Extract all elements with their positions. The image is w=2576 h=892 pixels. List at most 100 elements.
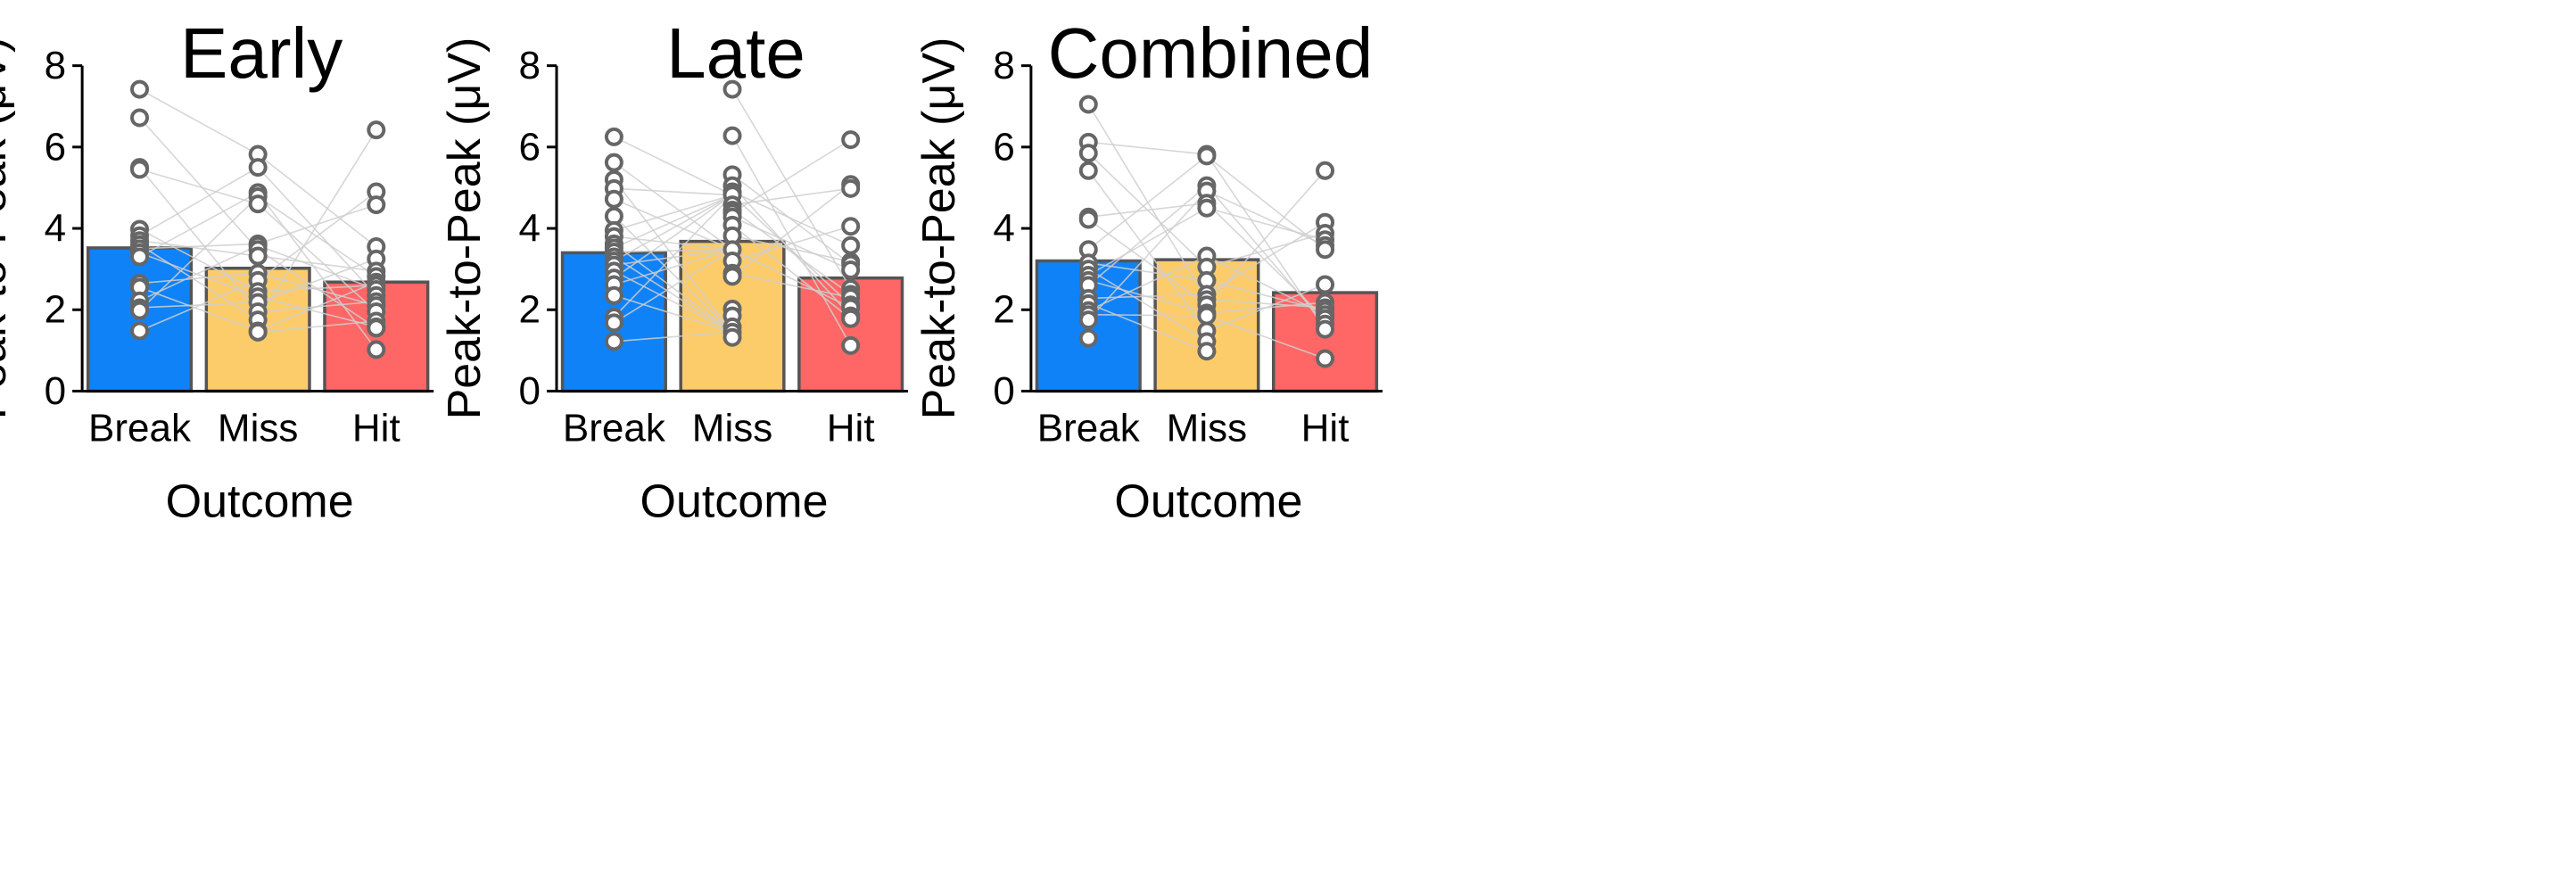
subject-line [138,117,259,251]
subject-line [613,215,733,333]
subject-line [1206,299,1325,309]
data-point [130,108,150,128]
data-point [722,79,742,99]
subject-line [258,255,376,272]
subject-line [1087,155,1208,251]
subject-line [1206,279,1325,311]
y-tick-label: 2 [993,288,1014,332]
data-point [1078,144,1098,163]
panel-late: Late Peak-to-Peak (μV) Outcome 0 2 4 6 8… [439,13,909,527]
subject-line [257,129,377,321]
data-point [1197,342,1217,361]
subject-line [731,174,852,265]
subject-line [257,203,377,313]
data-point [130,301,150,320]
subject-line [613,249,733,324]
panel-early: Early Peak-to-Peak (μV) Outcome 0 2 4 6 … [0,13,434,527]
subject-line [1088,202,1207,219]
subject-line [614,248,733,266]
data-point [604,127,623,146]
y-tick-label: 0 [45,369,66,413]
data-point [130,79,150,99]
data-point [1078,328,1098,348]
y-tick-label: 8 [45,44,66,87]
subject-lines [613,88,852,346]
subject-line [731,184,852,277]
subject-line [613,194,733,262]
chart-title: Early [180,13,343,93]
subject-line [614,136,733,196]
data-point [722,126,742,145]
subject-line [1088,262,1208,282]
subject-line [257,295,376,328]
subject-line [139,192,259,258]
data-point [248,194,268,214]
y-tick-label: 6 [993,125,1014,169]
y-tick-label: 8 [993,44,1014,87]
subject-line [1206,169,1326,306]
data-point [722,267,742,286]
subject-line [139,286,259,332]
data-point [1316,161,1335,180]
x-tick-label: Break [88,406,192,450]
subject-line [257,281,377,332]
data-point [130,247,150,267]
subject-line [1088,313,1207,317]
subject-line [614,198,733,251]
subject-line [1087,268,1208,343]
subject-line [1206,202,1326,319]
subject-line [731,135,852,346]
subject-line [1087,190,1208,321]
data-point [841,335,861,355]
x-tick-label: Miss [218,406,298,450]
x-axis-label: Outcome [166,475,354,527]
subject-line [614,194,733,232]
subject-line [731,138,852,214]
y-tick-label: 8 [519,44,541,87]
subject-line [731,249,852,309]
plot-area [72,64,434,393]
y-tick-label: 2 [45,288,66,332]
subject-line [257,272,377,307]
subject-line [1087,302,1208,352]
data-point [1197,198,1217,218]
subject-line [614,248,733,285]
data-point [841,130,861,150]
data-point [1316,349,1335,368]
panel-combined: Combined Peak-to-Peak (μV) Outcome 0 2 4… [913,13,1383,527]
data-point [367,340,386,359]
data-point [1078,310,1098,330]
x-tick-label: Hit [352,406,400,450]
subject-line [731,225,851,262]
subject-line [613,194,733,279]
x-axis-label: Outcome [1114,475,1302,527]
subject-line [138,195,259,311]
subject-line [257,191,377,282]
subject-line [258,285,376,293]
subject-line [1206,232,1325,268]
y-tick-label: 4 [45,207,66,251]
subject-line [731,187,851,206]
subject-line [138,167,259,313]
subject-line [613,194,733,318]
y-tick-label: 0 [519,369,541,413]
subject-line [139,166,259,236]
x-tick-label: Hit [1301,406,1350,450]
data-point [367,318,386,338]
subject-line [1087,207,1208,277]
data-point [1316,275,1335,294]
chart-title: Combined [1048,13,1374,93]
subject-line [258,320,376,334]
subject-line [731,191,852,246]
data-point [130,160,150,179]
x-tick-label: Break [563,406,666,450]
data-point [841,235,861,255]
subject-line [139,243,259,250]
subject-line [139,272,259,285]
subject-line [613,161,733,251]
data-point [367,120,386,140]
subject-line [731,272,851,299]
subject-line [1206,207,1325,241]
plot-area [1020,64,1383,393]
